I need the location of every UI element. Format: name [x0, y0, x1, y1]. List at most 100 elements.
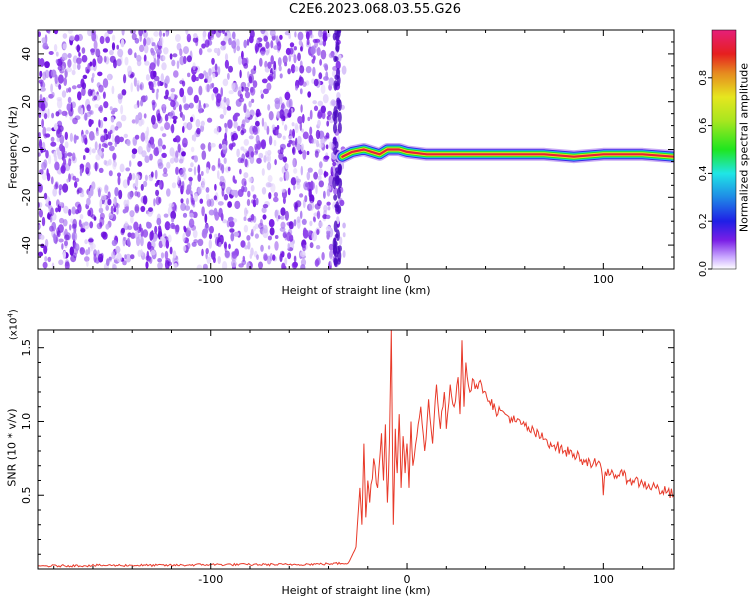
- noise-speck: [85, 249, 89, 256]
- noise-speck: [123, 237, 127, 242]
- noise-speck: [328, 141, 333, 149]
- noise-speck: [145, 95, 148, 101]
- noise-speck: [171, 182, 177, 189]
- noise-speck: [266, 82, 272, 91]
- noise-speck: [154, 225, 158, 234]
- noise-speck: [143, 30, 147, 33]
- noise-speck: [61, 110, 68, 116]
- noise-speck: [140, 236, 144, 247]
- noise-speck: [195, 76, 199, 82]
- noise-speck: [318, 168, 323, 176]
- noise-speck: [280, 215, 285, 220]
- noise-speck: [288, 108, 292, 117]
- noise-speck: [68, 208, 72, 216]
- noise-speck: [105, 36, 110, 44]
- noise-speck: [282, 196, 286, 205]
- noise-speck: [212, 72, 216, 79]
- noise-speck: [302, 229, 309, 239]
- noise-speck: [61, 145, 66, 155]
- noise-speck: [182, 114, 185, 122]
- noise-speck: [112, 107, 118, 113]
- noise-speck: [83, 134, 88, 144]
- noise-speck: [181, 184, 185, 192]
- noise-speck: [205, 187, 210, 193]
- noise-speck: [153, 147, 160, 157]
- noise-speck: [244, 91, 251, 99]
- noise-speck: [182, 137, 188, 148]
- noise-speck: [323, 155, 330, 160]
- noise-speck: [239, 168, 242, 175]
- noise-speck: [53, 124, 58, 131]
- noise-speck: [248, 177, 253, 183]
- noise-speck: [204, 224, 210, 232]
- noise-speck: [258, 222, 264, 230]
- noise-speck: [337, 250, 342, 262]
- noise-speck: [41, 118, 44, 128]
- noise-speck: [263, 35, 269, 42]
- noise-speck: [183, 46, 189, 55]
- noise-speck: [90, 48, 95, 56]
- noise-speck: [255, 134, 260, 145]
- noise-speck: [116, 58, 122, 67]
- noise-speck: [224, 59, 229, 69]
- noise-speck: [264, 60, 268, 69]
- noise-speck: [55, 207, 59, 213]
- noise-speck: [294, 66, 299, 72]
- noise-speck: [214, 183, 217, 191]
- noise-speck: [254, 223, 259, 230]
- noise-speck: [179, 87, 185, 98]
- noise-speck: [98, 119, 101, 128]
- noise-speck: [127, 176, 130, 186]
- noise-speck: [111, 34, 116, 41]
- noise-speck: [93, 40, 98, 50]
- noise-speck: [258, 261, 263, 269]
- noise-speck: [81, 87, 86, 97]
- noise-speck: [80, 107, 84, 116]
- x-tick-label: 100: [593, 273, 614, 286]
- noise-speck: [154, 182, 158, 187]
- noise-speck: [106, 258, 110, 266]
- noise-speck: [228, 220, 235, 228]
- noise-speck: [114, 141, 118, 148]
- noise-speck: [265, 41, 270, 49]
- noise-speck: [248, 100, 252, 108]
- noise-speck: [50, 69, 57, 78]
- noise-speck: [76, 84, 82, 89]
- y-tick-label: 1.0: [20, 413, 33, 431]
- noise-speck: [248, 35, 254, 44]
- noise-speck: [144, 60, 150, 66]
- noise-speck: [295, 85, 298, 91]
- noise-speck: [143, 44, 149, 54]
- noise-speck: [246, 235, 251, 241]
- colorbar-tick-label: 0.8: [698, 70, 709, 86]
- noise-speck: [199, 184, 206, 190]
- noise-speck: [341, 65, 347, 75]
- noise-speck: [89, 110, 94, 115]
- noise-speck: [160, 236, 164, 242]
- noise-speck: [56, 136, 61, 143]
- noise-speck: [69, 246, 75, 256]
- noise-speck: [171, 217, 175, 223]
- noise-speck: [224, 132, 228, 141]
- noise-speck: [38, 209, 44, 218]
- noise-speck: [306, 38, 310, 46]
- spectrogram-signal: [335, 143, 674, 164]
- noise-speck: [332, 237, 337, 249]
- noise-speck: [179, 169, 185, 178]
- noise-speck: [182, 125, 185, 134]
- noise-speck: [123, 199, 128, 207]
- noise-speck: [67, 58, 72, 68]
- noise-speck: [38, 57, 42, 66]
- noise-speck: [62, 219, 68, 227]
- noise-speck: [45, 96, 49, 102]
- noise-speck: [293, 184, 296, 191]
- noise-speck: [223, 106, 227, 116]
- noise-speck: [103, 101, 109, 109]
- colorbar-tick-label: 0.4: [698, 165, 709, 181]
- noise-speck: [298, 39, 303, 46]
- noise-speck: [279, 34, 283, 40]
- noise-speck: [145, 261, 149, 269]
- noise-speck: [332, 65, 338, 72]
- noise-speck: [326, 188, 331, 197]
- noise-speck: [299, 65, 305, 74]
